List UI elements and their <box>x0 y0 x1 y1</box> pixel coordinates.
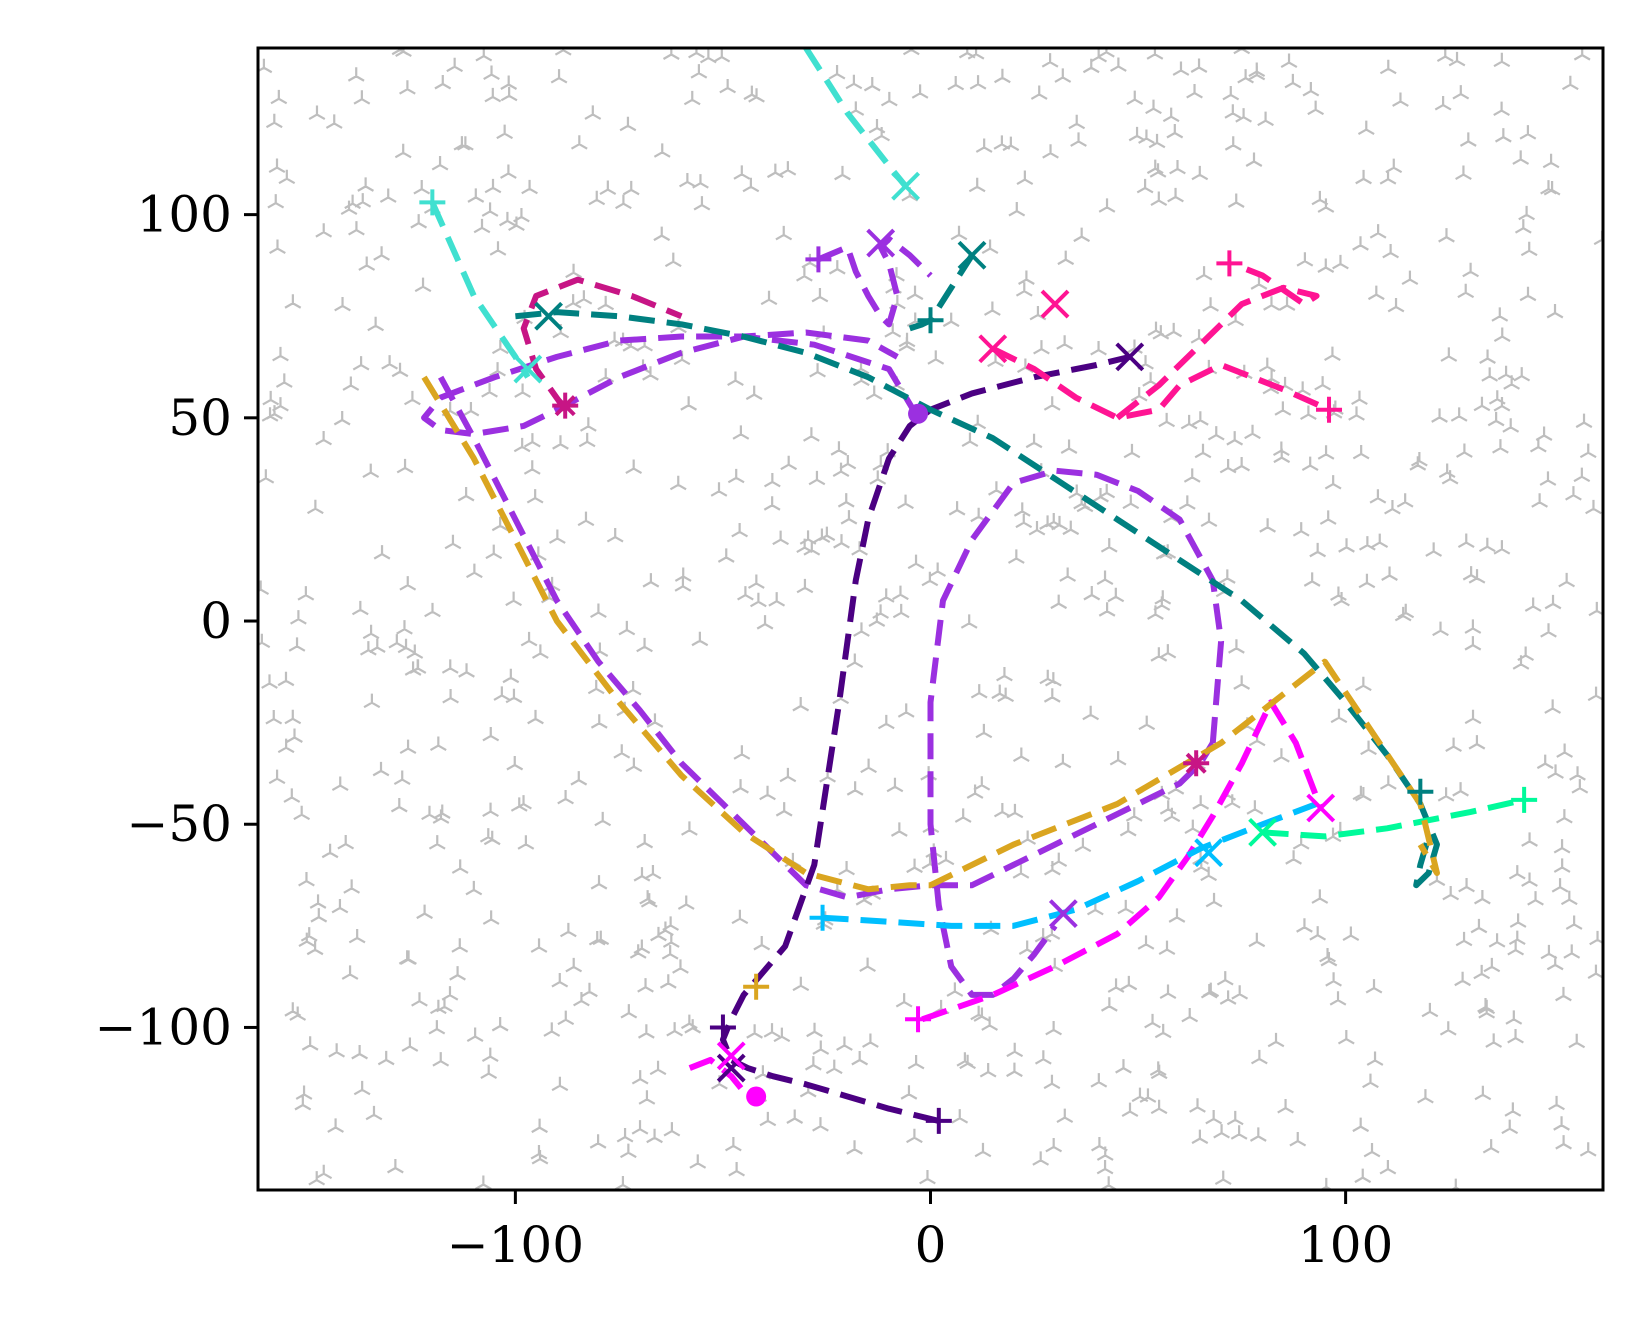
marker-29 <box>743 973 770 1000</box>
marker-19 <box>1048 899 1078 929</box>
marker-5 <box>917 307 944 334</box>
marker-2 <box>891 171 921 201</box>
marker-16 <box>925 1107 952 1134</box>
series-line-3 <box>817 236 933 328</box>
y-tick-label-1: −50 <box>126 795 232 853</box>
marker-25 <box>809 904 836 931</box>
marker-6 <box>957 240 987 270</box>
background-tri-markers <box>258 48 1603 1190</box>
series-line-12 <box>921 699 1324 1023</box>
marker-3 <box>552 392 579 419</box>
series-line-14 <box>822 801 1318 929</box>
y-axis: −100 −50 0 50 100 <box>95 186 258 1056</box>
marker-27 <box>1248 817 1278 847</box>
series-line-13 <box>688 1056 751 1099</box>
marker-21 <box>1306 793 1336 823</box>
marker-15 <box>1115 342 1145 372</box>
marker-8 <box>805 246 832 273</box>
marker-23 <box>716 1041 746 1071</box>
marker-14 <box>1316 396 1343 423</box>
marker-24 <box>746 1086 767 1107</box>
y-tick-label-0: −100 <box>95 998 232 1056</box>
x-tick-label-2: 100 <box>1298 1216 1393 1274</box>
marker-18 <box>716 1053 746 1083</box>
series-line-15 <box>1262 796 1525 840</box>
series-line-9 <box>520 276 683 412</box>
marker-20 <box>1183 750 1210 777</box>
series-line-11 <box>1115 264 1320 421</box>
series-line-0 <box>421 329 921 438</box>
background-markers <box>258 48 1603 1190</box>
series-line-5 <box>515 309 1440 889</box>
marker-13 <box>1216 250 1243 277</box>
series-line-4 <box>719 353 1131 1124</box>
x-tick-label-0: −100 <box>447 1216 584 1274</box>
y-tick-label-3: 50 <box>168 389 232 447</box>
x-tick-label-1: 0 <box>915 1216 947 1274</box>
x-axis: −100 0 100 <box>447 1190 1393 1274</box>
marker-4 <box>534 301 564 331</box>
series-line-7 <box>429 201 531 379</box>
marker-10 <box>908 403 929 424</box>
marker-1 <box>513 354 543 384</box>
marker-0 <box>419 189 446 216</box>
y-tick-label-4: 100 <box>137 186 232 244</box>
marker-7 <box>1407 778 1434 805</box>
series-line-1 <box>438 375 1216 901</box>
series-line-10 <box>991 346 1331 421</box>
marker-9 <box>866 228 896 258</box>
marker-12 <box>1040 289 1070 319</box>
series-layer <box>421 48 1525 1124</box>
marker-26 <box>1194 838 1224 868</box>
y-tick-label-2: 0 <box>200 592 232 650</box>
marker-17 <box>709 1014 736 1041</box>
marker-layer <box>419 171 1538 1134</box>
marker-22 <box>905 1006 932 1033</box>
marker-28 <box>1511 786 1538 813</box>
series-line-2 <box>927 467 1225 998</box>
marker-11 <box>978 334 1008 364</box>
